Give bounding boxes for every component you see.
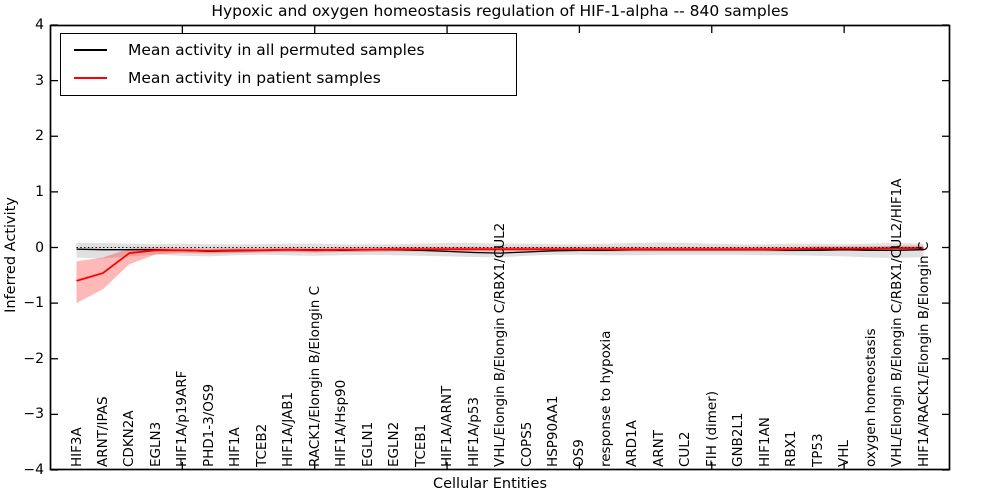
x-tick-label: ARNT [650,430,667,467]
x-tick-label: HIF1AN [756,417,773,467]
y-tick-label: −4 [23,462,44,478]
y-tick-label: −1 [23,295,44,312]
x-tick-label: OS9 [571,439,588,467]
x-tick-label: GNB2L1 [730,412,747,467]
x-tick-label: HSP90AA1 [544,395,561,467]
x-tick-label: TP53 [809,433,826,467]
y-tick-label: 3 [35,72,44,89]
x-tick-label: oxygen homeostasis [862,328,879,468]
x-tick-label: ARD1A [624,420,641,467]
patient-mean-line [76,247,924,282]
patient-line-swatch [74,77,107,79]
x-tick-label: CUL2 [677,431,694,467]
x-tick-label: COPS5 [518,421,535,467]
permuted-confidence-band [76,242,924,259]
x-tick-label: HIF1A/p53 [465,396,482,467]
x-tick-label: VHL [836,440,853,467]
y-tick-label: 4 [35,17,44,33]
x-tick-label: VHL/Elongin B/Elongin C/RBX1/CUL2/HIF1A [889,178,906,467]
x-axis-title: Cellular Entities [432,476,548,492]
x-tick-label: FIH (dimer) [703,390,720,467]
legend-entry-patient: Mean activity in patient samples [61,64,516,92]
x-tick-label: RACK1/Elongin B/Elongin C [306,285,323,467]
legend-label-patient: Mean activity in patient samples [128,69,381,87]
x-tick-label: HIF1A/Hsp90 [333,379,350,467]
patient-confidence-band [76,245,924,304]
y-tick-label: 2 [35,128,44,145]
x-tick-label: response to hypoxia [597,330,614,467]
permuted-line-swatch [74,49,107,51]
x-tick-label: VHL/Elongin B/Elongin C/RBX1/CUL2 [492,222,508,467]
x-tick-label: EGLN1 [359,421,376,467]
y-tick-label: 1 [35,183,44,200]
chart-title: Hypoxic and oxygen homeostasis regulatio… [211,2,789,20]
legend-label-permuted: Mean activity in all permuted samples [128,41,425,59]
y-tick-label: −2 [23,350,44,367]
x-tick-label: RBX1 [783,430,800,467]
x-tick-label: EGLN3 [147,421,164,467]
x-tick-label: HIF3A [68,427,85,467]
x-tick-label: HIF1A/ARNT [439,385,456,467]
x-tick-label: HIF1A/RACK1/Elongin B/Elongin C [915,241,932,467]
legend: Mean activity in all permuted samples Me… [60,33,517,96]
x-tick-label: TCEB1 [412,423,429,467]
x-tick-label: ARNT/IPAS [94,396,111,467]
y-tick-label: 0 [35,239,44,256]
x-tick-label: HIF1A/JAB1 [280,391,297,467]
x-tick-label: CDKN2A [121,410,138,467]
x-tick-label: HIF1A/p19ARF [174,370,191,467]
plot-border [49,24,951,471]
x-tick-label: EGLN2 [386,421,403,467]
x-tick-label: TCEB2 [253,423,270,467]
legend-entry-permuted: Mean activity in all permuted samples [61,36,516,64]
y-tick-label: −3 [23,406,44,423]
x-tick-label: HIF1A [227,427,244,467]
x-tick-label: PHD1-3/OS9 [200,383,217,467]
